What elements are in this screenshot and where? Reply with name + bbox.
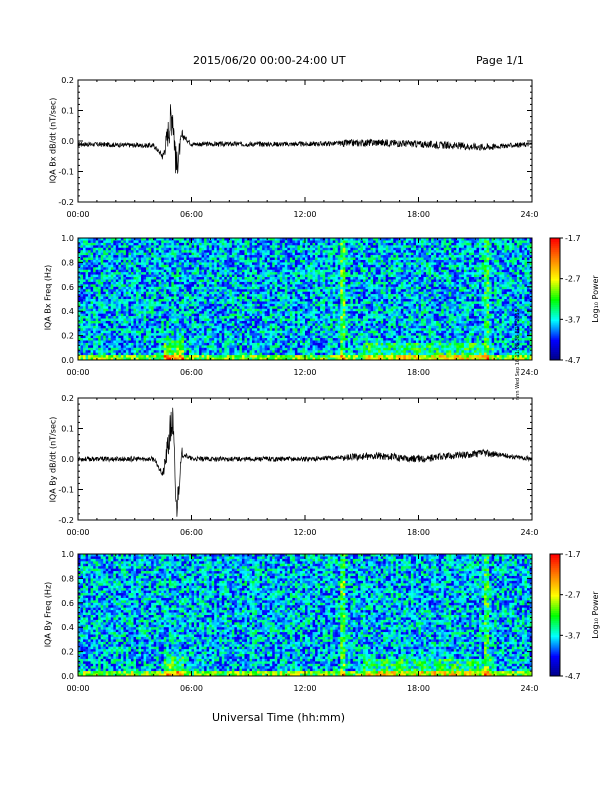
y-tick-label: -0.2 xyxy=(58,198,74,207)
y-tick-label: 0.2 xyxy=(61,394,74,403)
x-tick-label: 12:00 xyxy=(293,368,316,377)
chart-title: 2015/06/20 00:00-24:00 UT xyxy=(193,54,346,67)
colorbar-tick-label: -2.7 xyxy=(565,591,581,600)
spectrogram-cells xyxy=(78,554,533,677)
colorbar-tick-label: -3.7 xyxy=(565,315,581,324)
colorbar-tick-label: -4.7 xyxy=(565,672,581,681)
side-timestamp: nnn Wed Sep 16 11:08:38 EDT 2015 xyxy=(515,309,521,400)
y-tick-label: -0.2 xyxy=(58,516,74,525)
y-tick-label: 0.1 xyxy=(61,425,74,434)
spectrogram-cells xyxy=(78,238,533,361)
colorbar-tick-label: -1.7 xyxy=(565,234,581,243)
x-tick-label: 18:00 xyxy=(407,684,430,693)
y-tick-label: 0.1 xyxy=(61,107,74,116)
x-tick-label: 12:00 xyxy=(293,210,316,219)
series-line xyxy=(77,407,533,517)
x-tick-label: 12:00 xyxy=(293,684,316,693)
y-tick-label: 0.8 xyxy=(61,258,74,267)
page-indicator: Page 1/1 xyxy=(476,54,524,67)
y-tick-label: 0.4 xyxy=(61,623,74,632)
y-tick-label: 1.0 xyxy=(61,234,74,243)
colorbar-frame xyxy=(549,237,561,361)
by-colorbar: -1.7 -2.7 -3.7 -4.7 Log₁₀ Power xyxy=(549,550,600,681)
x-tick-label: 06:00 xyxy=(180,368,203,377)
y-tick-label: 0.0 xyxy=(61,137,74,146)
series-line xyxy=(77,104,533,174)
x-tick-label: 24:00 xyxy=(520,528,538,537)
y-tick-label: -0.1 xyxy=(58,168,74,177)
plot-frame xyxy=(77,79,533,203)
y-tick-label: 0.2 xyxy=(61,332,74,341)
colorbar-tick-label: -4.7 xyxy=(565,356,581,365)
x-tick-label: 18:00 xyxy=(407,368,430,377)
x-tick-label: 24:00 xyxy=(520,210,538,219)
colorbar-frame xyxy=(549,553,561,677)
x-tick-label: 00:00 xyxy=(66,368,89,377)
y-tick-label: 0.4 xyxy=(61,307,74,316)
x-tick-label: 06:00 xyxy=(180,210,203,219)
bx-colorbar: -1.7 -2.7 -3.7 -4.7 Log₁₀ Power xyxy=(549,234,600,365)
y-tick-label: 0.0 xyxy=(61,356,74,365)
by-timeseries-plot: 0.2 0.1 0.0 -0.1 -0.2 00:00 06:00 12:00 18:00 24:… xyxy=(58,394,538,537)
bx-timeseries-plot: 0.2 0.1 0.0 -0.1 -0.2 00:00 06:00 12:00 18:00 24:… xyxy=(58,76,538,219)
x-tick-label: 06:00 xyxy=(180,528,203,537)
y-tick-label: 0.0 xyxy=(61,672,74,681)
x-tick-label: 00:00 xyxy=(66,528,89,537)
colorbar-tick-label: -2.7 xyxy=(565,275,581,284)
x-tick-label: 06:00 xyxy=(180,684,203,693)
y-tick-label: 0.8 xyxy=(61,574,74,583)
colorbar-tick-label: -3.7 xyxy=(565,631,581,640)
x-axis-label: Universal Time (hh:mm) xyxy=(212,711,345,724)
x-tick-label: 24:00 xyxy=(520,684,538,693)
y-tick-label: 1.0 xyxy=(61,550,74,559)
y-tick-label: 0.6 xyxy=(61,599,74,608)
y-tick-label: 0.2 xyxy=(61,648,74,657)
colorbar-label: Log₁₀ Power xyxy=(591,275,600,323)
y-tick-label: -0.1 xyxy=(58,486,74,495)
x-tick-label: 00:00 xyxy=(66,210,89,219)
x-tick-label: 00:00 xyxy=(66,684,89,693)
x-tick-label: 24:00 xyxy=(520,368,538,377)
x-tick-label: 18:00 xyxy=(407,528,430,537)
y-tick-label: 0.6 xyxy=(61,283,74,292)
y-tick-label: 0.2 xyxy=(61,76,74,85)
x-tick-label: 12:00 xyxy=(293,528,316,537)
y-tick-label: 0.0 xyxy=(61,455,74,464)
x-tick-label: 18:00 xyxy=(407,210,430,219)
bx-spectrogram-plot: 1.0 0.8 0.6 0.4 0.2 0.0 00:00 06:00 12:00 18:00 24… xyxy=(61,234,538,377)
by-spectrogram-plot: 1.0 0.8 0.6 0.4 0.2 0.0 00:00 06:00 12:00 18:00 24… xyxy=(61,550,538,693)
colorbar-label: Log₁₀ Power xyxy=(591,591,600,639)
colorbar-tick-label: -1.7 xyxy=(565,550,581,559)
